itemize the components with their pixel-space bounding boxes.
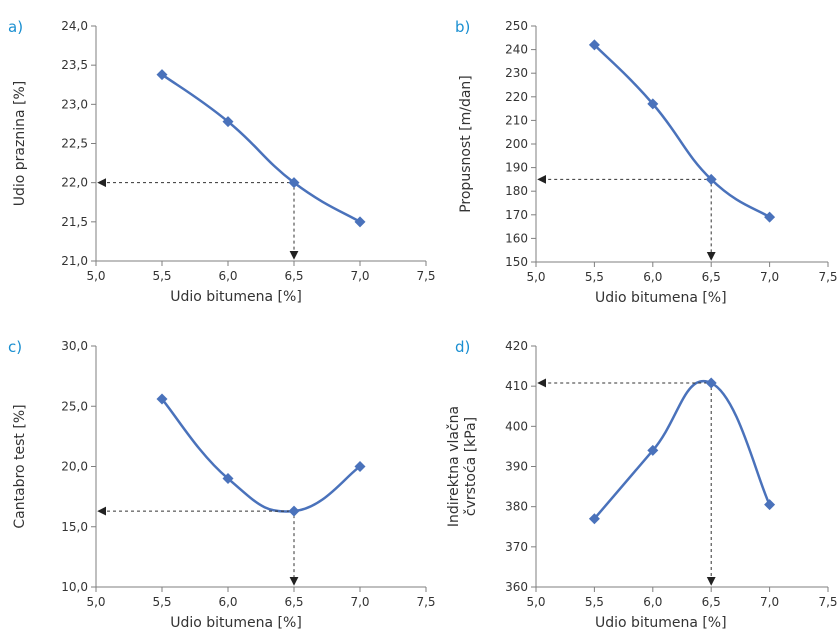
y-tick-label: 220 xyxy=(505,90,528,104)
x-tick-label: 6,5 xyxy=(702,270,721,284)
y-tick-label: 400 xyxy=(505,419,528,433)
panel-label: d) xyxy=(455,338,470,356)
x-tick-label: 6,0 xyxy=(218,595,237,609)
x-tick-label: 7,5 xyxy=(416,269,435,283)
y-tick-label: 20,0 xyxy=(61,460,88,474)
data-point xyxy=(647,444,659,456)
data-point xyxy=(222,116,234,128)
data-point xyxy=(647,98,659,110)
x-axis-title: Udio bitumena [%] xyxy=(595,290,727,306)
y-tick-label: 25,0 xyxy=(61,399,88,413)
y-tick-label: 21,0 xyxy=(61,254,88,268)
x-tick-label: 7,0 xyxy=(350,595,369,609)
panel-label: c) xyxy=(8,338,22,356)
x-tick-label: 7,5 xyxy=(416,595,435,609)
y-tick-label: 24,0 xyxy=(61,19,88,33)
y-tick-label: 420 xyxy=(505,339,528,353)
y-tick-label: 23,0 xyxy=(61,97,88,111)
y-axis-title: čvrstoća [kPa] xyxy=(463,417,479,516)
y-axis-title: Propusnost [m/dan] xyxy=(458,75,474,213)
y-tick-label: 10,0 xyxy=(61,580,88,594)
series-line xyxy=(593,44,771,219)
x-tick-label: 5,5 xyxy=(152,269,171,283)
x-tick-label: 5,5 xyxy=(585,595,604,609)
data-point xyxy=(588,513,600,525)
x-tick-label: 6,0 xyxy=(643,270,662,284)
y-tick-label: 190 xyxy=(505,161,528,175)
data-point xyxy=(705,377,717,389)
data-point xyxy=(705,173,717,185)
panel-label: b) xyxy=(455,18,470,36)
y-tick-label: 30,0 xyxy=(61,339,88,353)
data-point xyxy=(156,69,168,81)
y-tick-label: 200 xyxy=(505,137,528,151)
x-axis-title: Udio bitumena [%] xyxy=(595,615,727,631)
x-tick-label: 5,5 xyxy=(585,270,604,284)
x-tick-label: 6,5 xyxy=(284,269,303,283)
y-tick-label: 160 xyxy=(505,231,528,245)
data-point xyxy=(588,39,600,51)
data-point xyxy=(354,216,366,228)
y-tick-label: 22,5 xyxy=(61,137,88,151)
x-tick-label: 6,0 xyxy=(643,595,662,609)
data-point xyxy=(222,473,234,485)
series-line xyxy=(161,73,361,223)
x-tick-label: 5,0 xyxy=(86,269,105,283)
series-line xyxy=(161,398,361,513)
x-tick-label: 7,0 xyxy=(350,269,369,283)
y-axis-title: Udio praznina [%] xyxy=(12,81,28,207)
y-tick-label: 180 xyxy=(505,184,528,198)
y-tick-label: 250 xyxy=(505,19,528,33)
y-tick-label: 21,5 xyxy=(61,215,88,229)
data-point xyxy=(156,393,168,405)
chart-panel-a: a) 5,0 5,5 6,0 6,5 7,0 7,5 21,0 21,5 22,0 22,5 23,0… xyxy=(8,18,436,305)
y-tick-label: 360 xyxy=(505,580,528,594)
y-tick-label: 22,0 xyxy=(61,176,88,190)
x-tick-label: 6,5 xyxy=(702,595,721,609)
data-point xyxy=(288,177,300,189)
x-tick-label: 5,0 xyxy=(526,595,545,609)
series-line xyxy=(593,379,771,520)
y-tick-label: 150 xyxy=(505,255,528,269)
x-tick-label: 6,5 xyxy=(284,595,303,609)
y-tick-label: 390 xyxy=(505,460,528,474)
data-point xyxy=(764,499,776,511)
y-axis-title: Indirektna vlačna xyxy=(446,406,462,527)
x-tick-label: 7,5 xyxy=(818,595,837,609)
y-tick-label: 410 xyxy=(505,379,528,393)
y-tick-label: 370 xyxy=(505,540,528,554)
y-tick-label: 230 xyxy=(505,66,528,80)
x-tick-label: 5,0 xyxy=(86,595,105,609)
y-axis-title: Cantabro test [%] xyxy=(12,404,28,528)
data-point xyxy=(288,505,300,517)
y-tick-label: 380 xyxy=(505,500,528,514)
x-tick-label: 7,5 xyxy=(818,270,837,284)
y-tick-label: 23,5 xyxy=(61,58,88,72)
x-tick-label: 6,0 xyxy=(218,269,237,283)
y-tick-label: 210 xyxy=(505,113,528,127)
x-tick-label: 5,5 xyxy=(152,595,171,609)
data-point xyxy=(764,211,776,223)
y-tick-label: 15,0 xyxy=(61,520,88,534)
chart-panel-c: c) 5,0 5,5 6,0 6,5 7,0 7,5 10,0 15,0 20,0 25,0 30,0… xyxy=(8,338,436,631)
chart-panel-d: d) 5,0 5,5 6,0 6,5 7,0 7,5 360 370 380 390 400 410 42… xyxy=(446,338,838,631)
x-tick-label: 7,0 xyxy=(760,270,779,284)
y-tick-label: 240 xyxy=(505,43,528,57)
x-tick-label: 5,0 xyxy=(526,270,545,284)
y-tick-label: 170 xyxy=(505,208,528,222)
panel-label: a) xyxy=(8,18,23,36)
data-point xyxy=(354,461,366,472)
chart-panel-b: b) 5,0 5,5 6,0 6,5 7,0 7,5 150 160 170 180 190 200 21… xyxy=(455,18,838,306)
x-axis-title: Udio bitumena [%] xyxy=(170,289,302,305)
x-tick-label: 7,0 xyxy=(760,595,779,609)
x-axis-title: Udio bitumena [%] xyxy=(170,615,302,631)
